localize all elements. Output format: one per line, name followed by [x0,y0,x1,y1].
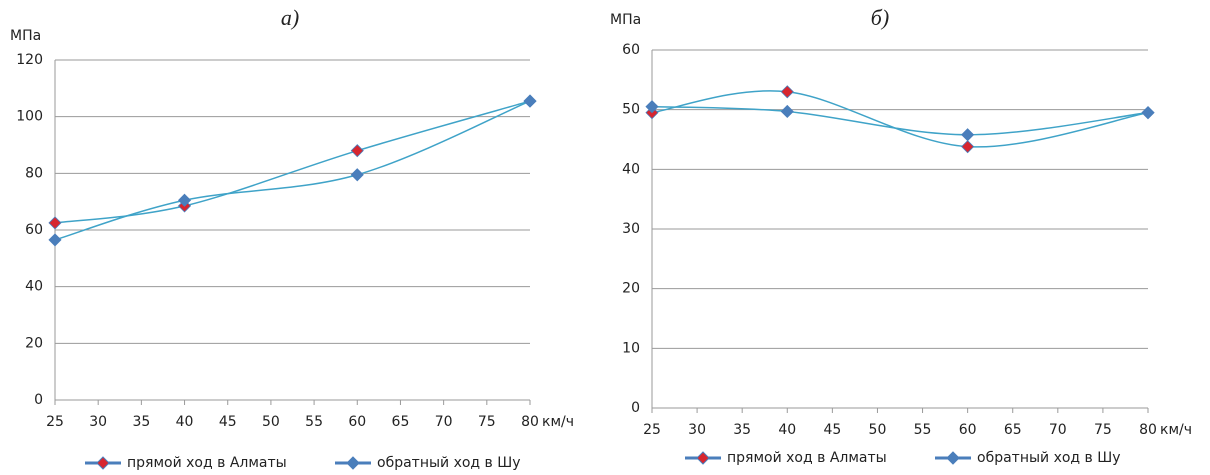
y-tick-label: 30 [622,221,640,237]
y-tick-label: 20 [25,335,43,351]
legend-marker [696,451,710,465]
y-tick-label: 60 [25,222,43,238]
data-point [523,94,537,108]
legend-marker [96,456,110,470]
data-point [48,233,62,247]
x-axis-label: км/ч [1160,422,1192,438]
x-tick-label: 75 [478,414,496,430]
x-tick-label: 35 [132,414,150,430]
data-point [645,100,659,114]
y-tick-label: 20 [622,281,640,297]
legend-label: обратный ход в Шу [377,455,521,471]
x-tick-label: 70 [1049,422,1067,438]
x-tick-label: 25 [46,414,64,430]
x-tick-label: 80 [1139,422,1157,438]
legend-label: прямой ход в Алматы [127,455,287,471]
data-point [780,85,794,99]
series-line [54,100,531,224]
series-line [54,100,531,241]
y-tick-label: 60 [622,42,640,58]
x-axis-label: км/ч [542,414,574,430]
y-tick-label: 100 [16,109,43,125]
x-tick-label: 50 [869,422,887,438]
y-tick-label: 0 [34,392,43,408]
x-tick-label: 35 [733,422,751,438]
x-tick-label: 40 [176,414,194,430]
x-tick-label: 75 [1094,422,1112,438]
x-tick-label: 55 [914,422,932,438]
y-tick-label: 50 [622,102,640,118]
y-tick-label: 40 [25,279,43,295]
data-point [1141,106,1155,120]
x-tick-label: 45 [823,422,841,438]
legend-label: прямой ход в Алматы [727,450,887,466]
y-tick-label: 80 [25,165,43,181]
series-line [651,90,1149,148]
y-tick-label: 40 [622,161,640,177]
legend-marker [946,451,960,465]
x-tick-label: 65 [1004,422,1022,438]
x-tick-label: 40 [778,422,796,438]
y-axis-label: МПа [610,12,641,28]
x-tick-label: 80 [521,414,539,430]
data-point [780,104,794,119]
data-point [350,168,364,182]
series-line [651,105,1149,136]
y-tick-label: 120 [16,52,43,68]
data-point [177,193,192,207]
chart-title: а) [281,5,299,30]
y-tick-label: 10 [622,340,640,356]
legend-label: обратный ход в Шу [977,450,1121,466]
data-point [961,140,975,154]
x-tick-label: 70 [435,414,453,430]
x-tick-label: 60 [959,422,977,438]
legend-marker [346,456,360,470]
y-axis-label: МПа [10,28,41,44]
x-tick-label: 30 [688,422,706,438]
data-point [961,128,975,142]
x-tick-label: 60 [348,414,366,430]
chart-title: б) [871,5,889,30]
x-tick-label: 45 [219,414,237,430]
x-tick-label: 65 [392,414,410,430]
data-point [48,216,62,230]
x-tick-label: 30 [89,414,107,430]
x-tick-label: 25 [643,422,661,438]
x-tick-label: 50 [262,414,280,430]
data-point [350,144,364,158]
y-tick-label: 0 [631,400,640,416]
x-tick-label: 55 [305,414,323,430]
